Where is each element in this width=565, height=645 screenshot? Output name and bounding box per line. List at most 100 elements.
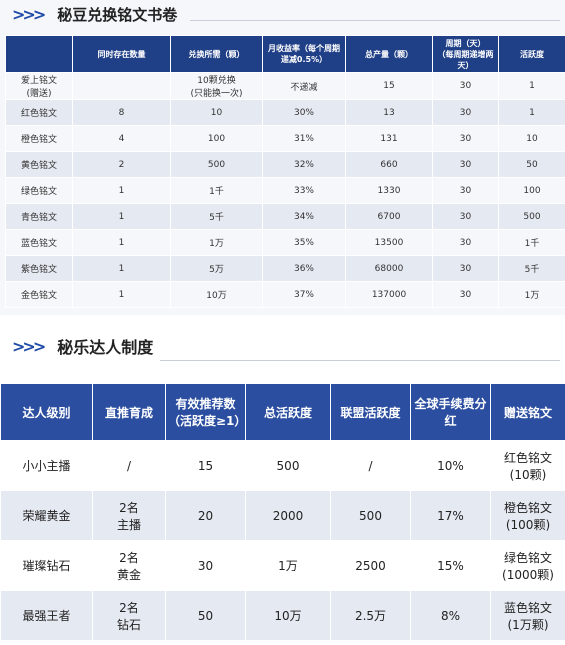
cell: 蓝色铭文 (1万颗) <box>490 590 565 641</box>
cell: 30 <box>432 151 499 178</box>
rank-table: 达人级别 直推育成 有效推荐数 （活跃度≥1） 总活跃度 联盟活跃度 全球手续费分红 赠送铭… <box>0 383 565 641</box>
row: 璀璨钻石 2名 黄金 30 1万 2500 15% 绿色铭文 (1000颗) <box>0 540 565 591</box>
cell: 不递减 <box>262 72 346 100</box>
cell: 8% <box>410 590 491 641</box>
cell: 2 <box>72 151 171 178</box>
cell: 10颗兑换 (只能换一次) <box>170 72 263 100</box>
cell: 1万 <box>170 229 263 256</box>
cell: 1 <box>498 72 565 100</box>
cell: 2名 钻石 <box>92 590 166 641</box>
row: 红色铭文 8 10 30% 13 30 1 <box>5 99 565 126</box>
cell: 500 <box>498 203 565 230</box>
cell: 2.5万 <box>330 590 411 641</box>
header-cell: 同时存在数量 <box>72 35 171 73</box>
cell <box>72 72 171 100</box>
header-cell: 直推育成 <box>92 383 166 441</box>
row: 橙色铭文 4 100 31% 131 30 10 <box>5 125 565 152</box>
cell: 33% <box>262 177 346 204</box>
cell: 10 <box>170 99 263 126</box>
cell: 金色铭文 <box>5 281 73 308</box>
cell: 青色铭文 <box>5 203 73 230</box>
cell: 30 <box>432 177 499 204</box>
cell: 34% <box>262 203 346 230</box>
row: 爱上铭文 (赠送) 10颗兑换 (只能换一次) 不递减 15 30 1 <box>5 72 565 100</box>
cell: 10万 <box>245 590 331 641</box>
cell: 橙色铭文 <box>5 125 73 152</box>
cell: 30 <box>432 281 499 308</box>
cell: 1千 <box>498 229 565 256</box>
cell: 8 <box>72 99 171 126</box>
cell: 2名 主播 <box>92 490 166 541</box>
cell: 68000 <box>345 255 433 282</box>
divider <box>190 20 560 21</box>
cell: 37% <box>262 281 346 308</box>
cell: 1万 <box>498 281 565 308</box>
cell: 1 <box>72 203 171 230</box>
cell: 30 <box>432 229 499 256</box>
section-heading: >>> 秘乐达人制度 <box>12 333 153 359</box>
cell: 10万 <box>170 281 263 308</box>
section-heading: >>> 秘豆兑换铭文书卷 <box>12 2 177 26</box>
header-cell: 活跃度 <box>498 35 565 73</box>
header-cell: 月收益率（每个周期递减0.5%） <box>262 35 346 73</box>
cell: 橙色铭文 (100颗) <box>490 490 565 541</box>
cell: 6700 <box>345 203 433 230</box>
cell: 1 <box>72 255 171 282</box>
cell: 50 <box>165 590 246 641</box>
cell: 5千 <box>498 255 565 282</box>
cell: 35% <box>262 229 346 256</box>
cell: 爱上铭文 (赠送) <box>5 72 73 100</box>
cell: 30 <box>165 540 246 591</box>
cell: 30% <box>262 99 346 126</box>
cell: 红色铭文 (10颗) <box>490 440 565 491</box>
row: 黄色铭文 2 500 32% 660 30 50 <box>5 151 565 178</box>
cell: 蓝色铭文 <box>5 229 73 256</box>
row: 青色铭文 1 5千 34% 6700 30 500 <box>5 203 565 230</box>
cell: 30 <box>432 99 499 126</box>
cell: 100 <box>170 125 263 152</box>
cell: 30 <box>432 72 499 100</box>
header-cell: 全球手续费分红 <box>410 383 491 441</box>
row: 紫色铭文 1 5万 36% 68000 30 5千 <box>5 255 565 282</box>
header-cell: 有效推荐数 （活跃度≥1） <box>165 383 246 441</box>
cell: 2500 <box>330 540 411 591</box>
header-cell: 赠送铭文 <box>490 383 565 441</box>
header-cell <box>5 35 73 73</box>
cell: 绿色铭文 <box>5 177 73 204</box>
cell: 13 <box>345 99 433 126</box>
cell: 小小主播 <box>0 440 93 491</box>
header-row: 同时存在数量 兑换所需（颗） 月收益率（每个周期递减0.5%） 总产量（颗） 周期（天）… <box>5 35 565 73</box>
chevron-icon: >>> <box>12 4 46 24</box>
cell: 10 <box>498 125 565 152</box>
cell: 30 <box>432 125 499 152</box>
cell: 30 <box>432 203 499 230</box>
cell: 1 <box>72 177 171 204</box>
cell: 红色铭文 <box>5 99 73 126</box>
cell: 荣耀黄金 <box>0 490 93 541</box>
section-title: 秘豆兑换铭文书卷 <box>57 5 178 24</box>
cell: 2名 黄金 <box>92 540 166 591</box>
cell: 500 <box>245 440 331 491</box>
section-title: 秘乐达人制度 <box>57 338 154 357</box>
cell: 15 <box>165 440 246 491</box>
cell: 31% <box>262 125 346 152</box>
header-cell: 周期（天） （每周期递增两天） <box>432 35 499 73</box>
cell: 2000 <box>245 490 331 541</box>
cell: 20 <box>165 490 246 541</box>
divider <box>160 360 560 361</box>
cell: 137000 <box>345 281 433 308</box>
cell: 1千 <box>170 177 263 204</box>
section-1: >>> 秘豆兑换铭文书卷 同时存在数量 兑换所需（颗） 月收益率（每个周期递减0.5… <box>0 0 565 315</box>
cell: 5千 <box>170 203 263 230</box>
cell: 15 <box>345 72 433 100</box>
cell: 17% <box>410 490 491 541</box>
cell: 1330 <box>345 177 433 204</box>
cell: 13500 <box>345 229 433 256</box>
cell: 100 <box>498 177 565 204</box>
row: 蓝色铭文 1 1万 35% 13500 30 1千 <box>5 229 565 256</box>
cell: 最强王者 <box>0 590 93 641</box>
redeem-table: 同时存在数量 兑换所需（颗） 月收益率（每个周期递减0.5%） 总产量（颗） 周期（天）… <box>5 35 565 308</box>
row: 荣耀黄金 2名 主播 20 2000 500 17% 橙色铭文 (100颗) <box>0 490 565 541</box>
cell: 50 <box>498 151 565 178</box>
